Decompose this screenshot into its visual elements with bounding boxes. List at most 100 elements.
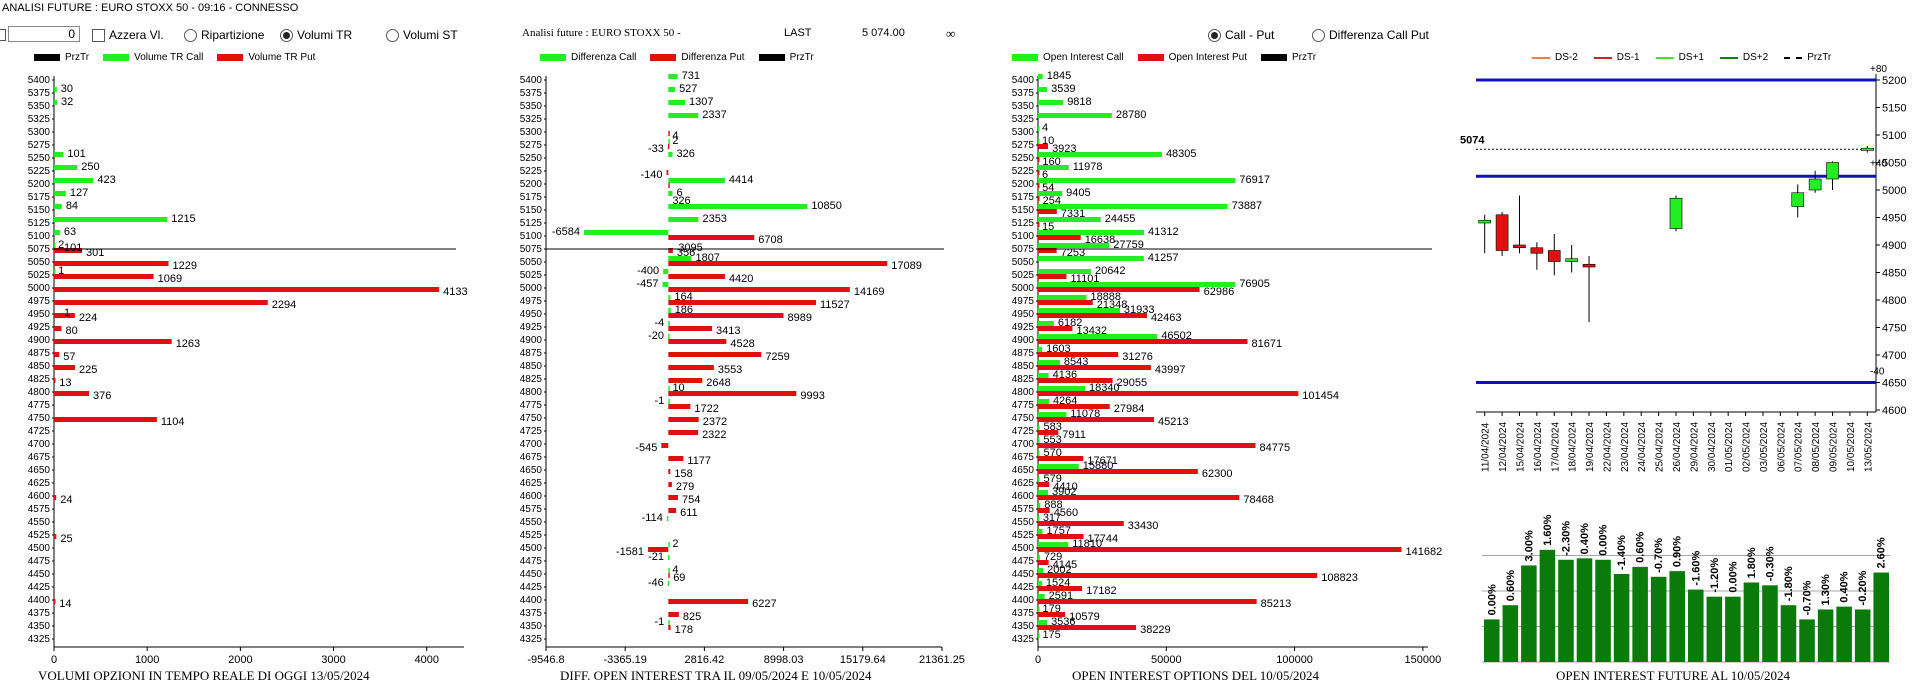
- panel3-put-bar: [1038, 560, 1049, 565]
- panel1-strike-label: 5375: [28, 88, 51, 99]
- panel2-strike-label: 5175: [520, 192, 543, 203]
- panel1-strike-label: 5100: [28, 231, 51, 242]
- oi-future-bar: [1650, 576, 1667, 662]
- candle-date-label: 02/05/2024: [1742, 422, 1753, 472]
- panel2-x-tick-label: 2816.42: [685, 654, 725, 666]
- panel2-put-bar: [668, 378, 703, 383]
- panel3-strike-label: 4325: [1012, 634, 1035, 645]
- panel3-put-bar: [1038, 248, 1057, 253]
- panel3-put-bar: [1038, 352, 1119, 357]
- oi-future-label: 0.60%: [1635, 531, 1647, 562]
- panel3-call-label: 41257: [1148, 252, 1179, 264]
- panel1-strike-label: 4425: [28, 582, 51, 593]
- panel2-put-label: -1581: [616, 546, 644, 558]
- panel2-call-label: 527: [679, 83, 697, 95]
- panel3-call-label: 1845: [1047, 70, 1071, 82]
- panel2-put-label: 6227: [752, 598, 776, 610]
- call-put-radio[interactable]: Call - Put: [1208, 28, 1274, 42]
- ripartizione-radio[interactable]: Ripartizione: [184, 28, 264, 42]
- panel3-strike-label: 5050: [1012, 257, 1035, 268]
- panel1-x-tick-label: 3000: [321, 654, 345, 666]
- panel3-put-bar: [1038, 430, 1059, 435]
- panel2-call-bar: [668, 321, 670, 326]
- candle-y-tick-label: 5100: [1882, 130, 1906, 142]
- panel1-put-bar: [54, 339, 172, 344]
- legend-swatch-green: [1012, 54, 1038, 61]
- panel1-strike-label: 4350: [28, 621, 51, 632]
- panel2-strike-label: 4400: [520, 595, 543, 606]
- panel3-call-label: 570: [1043, 447, 1061, 459]
- panel2-put-bar: [668, 508, 677, 513]
- panel2-put-label: 69: [673, 572, 685, 584]
- volumi-tr-radio[interactable]: Volumi TR: [280, 28, 352, 42]
- analisi-future-label: Analisi future : EURO STOXX 50 -: [522, 27, 681, 39]
- diff-call-put-label: Differenza Call Put: [1329, 28, 1429, 42]
- panel3-call-bar: [1038, 87, 1048, 92]
- panel1-put-bar: [54, 417, 157, 422]
- panel3-put-bar: [1038, 599, 1257, 604]
- panel3-call-label: 10: [1042, 135, 1054, 147]
- panel2-strike-label: 4825: [520, 374, 543, 385]
- oi-future-label: -0.70%: [1653, 538, 1665, 573]
- panel3-call-label: 553: [1043, 434, 1061, 446]
- last-price-label: 5074: [1460, 134, 1485, 146]
- panel1-put-bar: [54, 352, 60, 357]
- legend-call: Volume TR Call: [134, 52, 204, 63]
- panel1-strike-label: 5075: [28, 244, 51, 255]
- oi-future-label: 0.90%: [1672, 536, 1684, 567]
- panel1-call-label: 1215: [171, 213, 195, 225]
- panel2-put-bar: [666, 170, 669, 175]
- candle-y-tick-label: 5050: [1882, 158, 1906, 170]
- diff-call-put-radio[interactable]: Differenza Call Put: [1312, 28, 1429, 42]
- oi-future-bar: [1613, 573, 1630, 662]
- panel2-put-bar: [648, 547, 669, 552]
- legend-line-ds+2: [1719, 56, 1738, 59]
- candle-date-label: 06/05/2024: [1776, 422, 1787, 472]
- oi-future-label: 0.40%: [1839, 571, 1851, 602]
- panel3-put-bar: [1038, 222, 1040, 227]
- panel3-put-bar: [1038, 235, 1081, 240]
- spin-input[interactable]: 0: [8, 26, 80, 42]
- panel2-put-bar: [668, 573, 670, 578]
- panel1-put-label: 13: [59, 377, 71, 389]
- panel3-put-bar: [1038, 339, 1248, 344]
- panel3-put-label: 27984: [1114, 403, 1145, 415]
- azzera-checkbox[interactable]: Azzera Vl.: [92, 28, 164, 42]
- spin-left-checkbox[interactable]: [0, 29, 6, 41]
- panel2-strike-label: 4750: [520, 413, 543, 424]
- panel3-strike-label: 5150: [1012, 205, 1035, 216]
- panel1-call-label: 127: [70, 187, 88, 199]
- panel3-strike-label: 4950: [1012, 309, 1035, 320]
- candle-body: [1861, 147, 1874, 151]
- panel3-call-bar: [1038, 74, 1043, 79]
- panel2-strike-label: 5150: [520, 205, 543, 216]
- legend-swatch-red: [650, 54, 677, 61]
- panel3-strike-label: 4600: [1012, 491, 1035, 502]
- panel1-strike-label: 4925: [28, 322, 51, 333]
- volumi-st-radio[interactable]: Volumi ST: [386, 28, 458, 42]
- panel3-strike-label: 5075: [1012, 244, 1035, 255]
- oi-future-bar: [1836, 606, 1852, 662]
- panel3-call-label: 18888: [1090, 291, 1121, 303]
- panel3-call-bar: [1038, 477, 1040, 482]
- panel1-strike-label: 5175: [28, 192, 51, 203]
- candle-date-label: 12/04/2024: [1498, 422, 1509, 472]
- candle-y-tick-label: 4800: [1882, 295, 1906, 307]
- oi-future-bar: [1669, 571, 1685, 662]
- panel3-strike-label: 4625: [1012, 478, 1035, 489]
- panel3-strike-label: 4900: [1012, 335, 1035, 346]
- panel2-call-label: 164: [674, 291, 692, 303]
- oi-future-label: 1.30%: [1820, 574, 1832, 605]
- panel3-strike-label: 5200: [1012, 179, 1035, 190]
- panel1-put-bar: [54, 495, 57, 500]
- panel2-call-bar: [668, 386, 670, 391]
- panel3-put-label: 33430: [1128, 520, 1159, 532]
- panel3-put-label: 17182: [1086, 585, 1117, 597]
- panel1-put-label: 2294: [272, 299, 296, 311]
- panel3-put-label: 141682: [1406, 546, 1443, 558]
- panel3-call-label: 46502: [1161, 330, 1192, 342]
- panel3-strike-label: 5100: [1012, 231, 1035, 242]
- panel2-call-bar: [668, 74, 678, 79]
- panel5-caption: OPEN INTEREST FUTURE AL 10/05/2024: [1556, 668, 1791, 683]
